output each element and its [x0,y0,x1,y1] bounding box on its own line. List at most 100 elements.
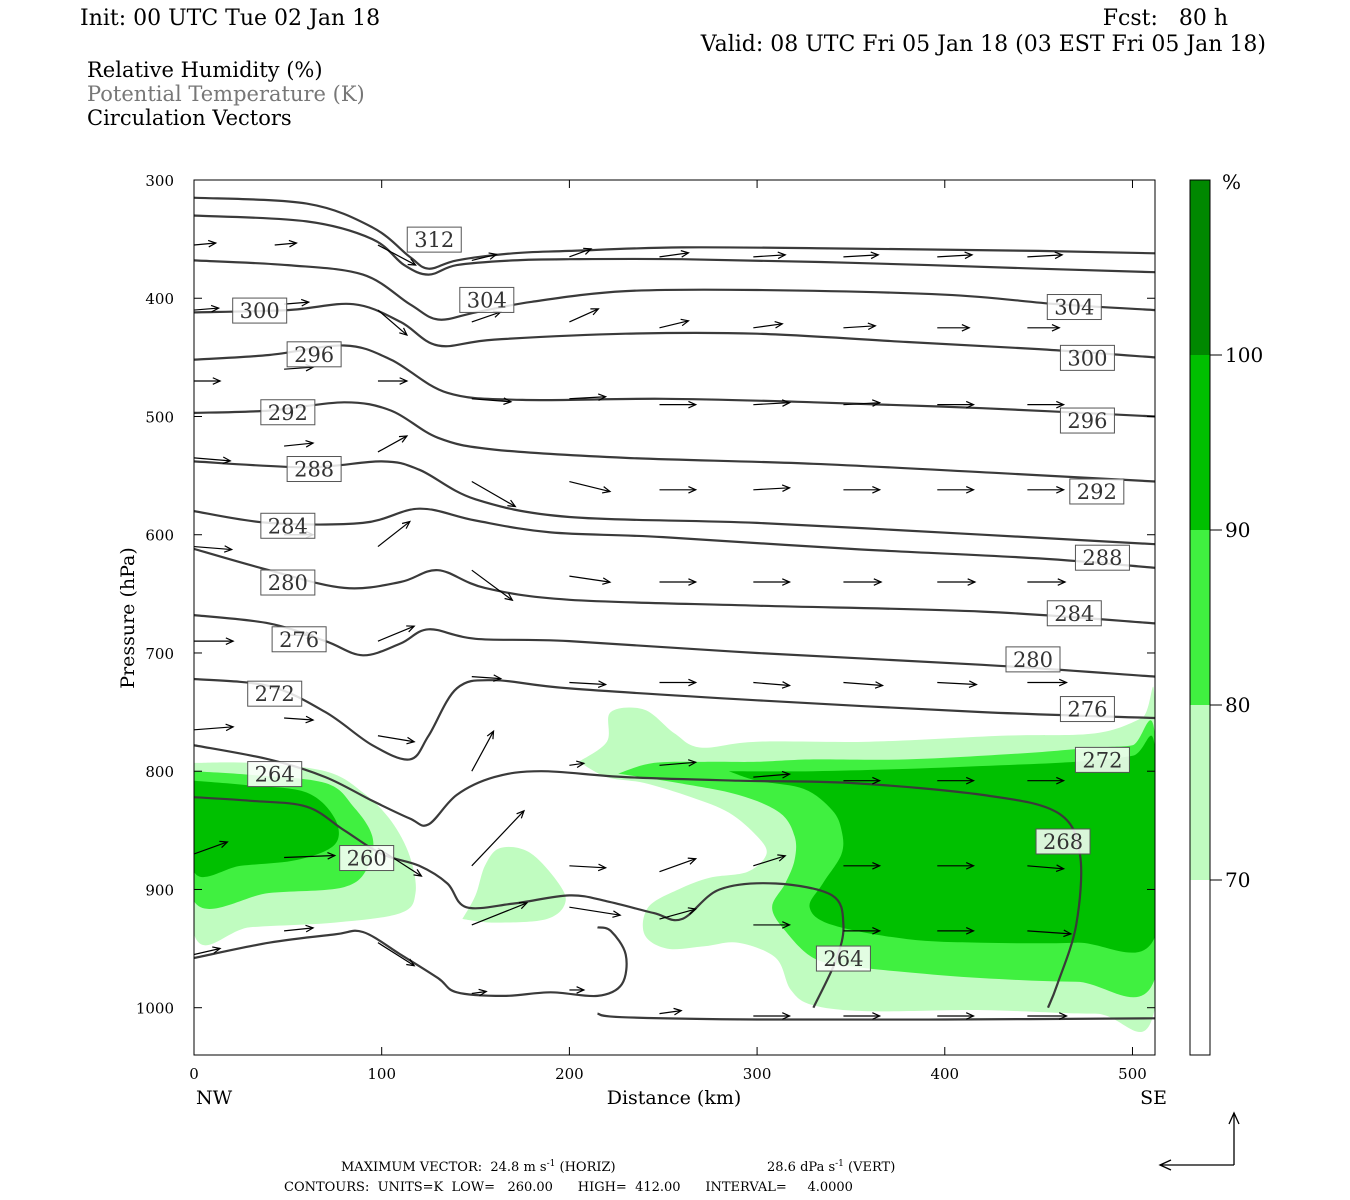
circulation-vector-93 [753,1012,792,1020]
circulation-vector-1 [274,239,298,248]
circulation-vector-48 [937,578,977,586]
colorbar-label-80: 80 [1225,693,1250,717]
contour-label-276-16: 276 [1059,696,1115,723]
contour-label-276-15: 276 [271,626,327,653]
circulation-vector-8 [937,251,974,260]
x-tick-label-400: 400 [930,1065,959,1083]
circulation-vector-23 [471,397,513,406]
circulation-vector-32 [377,435,409,453]
circulation-vector-34 [569,480,612,494]
circulation-vector-65 [659,759,698,767]
contour-label-292-7: 292 [260,399,316,426]
colorbar: 100 90 80 70 [1189,179,1263,1056]
isentrope-284 [194,507,1155,569]
circulation-vector-89 [1027,929,1073,938]
y-axis-label: Pressure (hPa) [117,547,139,689]
circulation-vector-59 [1027,678,1068,687]
circulation-vector-95 [937,1012,975,1020]
circulation-vector-50 [194,637,235,645]
isentrope-312 [194,196,1155,270]
contour-label-296-6: 296 [1059,407,1115,434]
circulation-vector-39 [1027,485,1066,494]
colorbar-frame [1189,179,1211,1056]
circulation-vector-33 [471,481,517,508]
y-tick-label-500: 500 [145,408,174,426]
svg-text:284: 284 [268,514,308,538]
circulation-vector-66 [753,770,792,779]
y-tick-label-900: 900 [145,881,174,899]
circulation-vector-35 [659,485,698,494]
circulation-vector-90 [471,988,488,997]
svg-text:272: 272 [255,682,295,706]
circulation-vector-88 [937,927,975,935]
contour-label-304-1: 304 [459,286,515,313]
contour-label-280-14: 280 [1005,646,1061,673]
circulation-vector-15 [659,318,690,329]
legend-theta: Potential Temperature (K) [87,82,365,106]
circulation-vector-42 [377,520,411,548]
x-end-label-nw: NW [196,1087,233,1109]
svg-text:288: 288 [1082,546,1122,570]
isentrope-258 [597,1012,1155,1021]
circulation-vector-11 [284,298,311,307]
contour-label-272-17: 272 [247,680,303,707]
circulation-vector-54 [569,680,608,688]
circulation-vector-69 [1027,776,1066,785]
svg-text:276: 276 [1067,698,1107,722]
circulation-vector-18 [937,323,971,332]
contour-label-284-12: 284 [1046,600,1102,627]
circulation-vector-25 [659,400,698,409]
reference-vector [1158,1111,1240,1171]
contour-label-284-11: 284 [260,512,316,539]
legend-rh: Relative Humidity (%) [87,58,323,82]
svg-text:264: 264 [823,947,863,971]
svg-text:280: 280 [1013,648,1053,672]
circulation-vector-68 [937,776,975,785]
x-tick-label-0: 0 [189,1065,199,1083]
x-tick-label-500: 500 [1118,1065,1147,1083]
circulation-vector-17 [843,322,877,331]
init-time: Init: 00 UTC Tue 02 Jan 18 [80,6,380,31]
circulation-vector-36 [753,484,792,492]
circulation-vector-44 [569,575,612,585]
circulation-vector-6 [753,251,787,260]
circulation-vector-70 [194,840,229,855]
circulation-vector-38 [937,485,975,494]
circulation-vector-84 [569,906,622,918]
colorbar-segment-2 [1190,530,1210,705]
svg-text:260: 260 [347,847,387,871]
circulation-vector-52 [377,625,416,642]
circulation-vector-78 [937,862,975,870]
circulation-vector-76 [753,854,787,867]
isentrope-264 [194,796,845,1009]
svg-text:304: 304 [467,288,507,312]
circulation-vector-64 [569,760,586,769]
circulation-vector-74 [569,863,608,872]
svg-text:292: 292 [1077,480,1117,504]
isentrope-300 [194,302,1155,359]
circulation-vector-7 [843,251,880,260]
y-tick-label-300: 300 [145,172,174,190]
circulation-vector-49 [1027,578,1067,586]
circulation-vector-67 [843,776,882,785]
contour-label-300-3: 300 [232,297,288,324]
isentrope-292 [194,401,1155,483]
circulation-vector-20 [194,377,222,385]
svg-text:312: 312 [414,228,454,252]
y-tick-label-600: 600 [145,527,174,545]
circulation-vector-9 [1027,251,1064,260]
y-tick-label-400: 400 [145,290,174,308]
circulation-vector-10 [194,304,221,313]
svg-text:280: 280 [268,571,308,595]
axes: 300 400 500 600 700 800 900 1000 0 100 200 300 400 50… [136,172,1155,1083]
circulation-vector-0 [194,239,218,248]
plot-frame [193,179,1156,1056]
x-end-label-se: SE [1140,1087,1167,1109]
circulation-vector-5 [659,250,690,258]
circulation-vector-43 [471,569,514,602]
circulation-vector-31 [284,439,315,448]
circulation-vector-96 [1027,1012,1068,1020]
colorbar-segment-0 [1190,180,1210,355]
contour-label-296-5: 296 [286,341,342,368]
legend-vectors: Circulation Vectors [87,106,292,130]
